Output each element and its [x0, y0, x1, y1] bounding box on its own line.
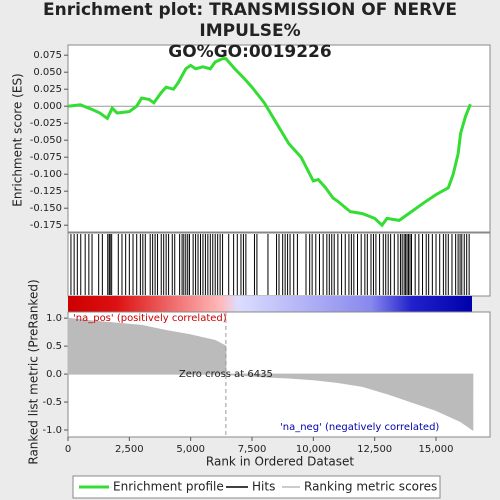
y-tick-label: -1.0	[42, 425, 62, 436]
y-tick-label: -0.150	[30, 203, 62, 214]
x-tick-label: 15,000	[419, 444, 454, 455]
legend-label: Ranking metric scores	[304, 480, 437, 494]
y-tick-label: -0.025	[30, 118, 62, 129]
y-tick-label: -0.175	[30, 220, 62, 231]
annotation: 'na_neg' (negatively correlated)	[280, 422, 439, 433]
x-tick-label: 7,500	[238, 444, 267, 455]
x-tick-label: 2,500	[115, 444, 144, 455]
x-tick-label: 12,500	[357, 444, 392, 455]
y-tick-label: -0.100	[30, 169, 62, 180]
es-panel	[67, 44, 491, 233]
title-line: GO%GO:0019226	[168, 42, 332, 62]
color-bar	[68, 296, 472, 312]
y-tick-label: -0.050	[30, 135, 62, 146]
y-tick-label: 0.075	[33, 50, 62, 61]
y-tick-label: -0.125	[30, 186, 62, 197]
y-axis-label: Ranked list metric (PreRanked)	[27, 279, 41, 464]
y-tick-label: 0.000	[33, 101, 62, 112]
x-tick-label: 0	[65, 444, 71, 455]
legend-label: Hits	[252, 480, 275, 494]
y-tick-label: 0.025	[33, 84, 62, 95]
y-tick-label: 0.5	[46, 341, 62, 352]
x-tick-label: 5,000	[176, 444, 205, 455]
x-axis-label: Rank in Ordered Dataset	[206, 455, 354, 469]
legend-label: Enrichment profile	[113, 480, 224, 494]
y-tick-label: -0.075	[30, 152, 62, 163]
annotation: Zero cross at 6435	[179, 369, 273, 380]
x-tick-label: 10,000	[296, 444, 331, 455]
y-tick-label: 1.0	[46, 313, 62, 324]
y-tick-label: 0.0	[46, 369, 62, 380]
title: Enrichment plot: TRANSMISSION OF NERVE I…	[0, 0, 500, 63]
y-tick-label: -0.5	[42, 397, 62, 408]
metric-area	[67, 317, 474, 431]
y-axis-label: Enrichment score (ES)	[11, 73, 25, 206]
enrichment-line	[67, 57, 472, 228]
legend	[72, 475, 441, 499]
annotation: 'na_pos' (positively correlated)	[73, 313, 227, 324]
title-line: Enrichment plot: TRANSMISSION OF NERVE I…	[43, 0, 457, 41]
y-tick-label: 0.050	[33, 67, 62, 78]
